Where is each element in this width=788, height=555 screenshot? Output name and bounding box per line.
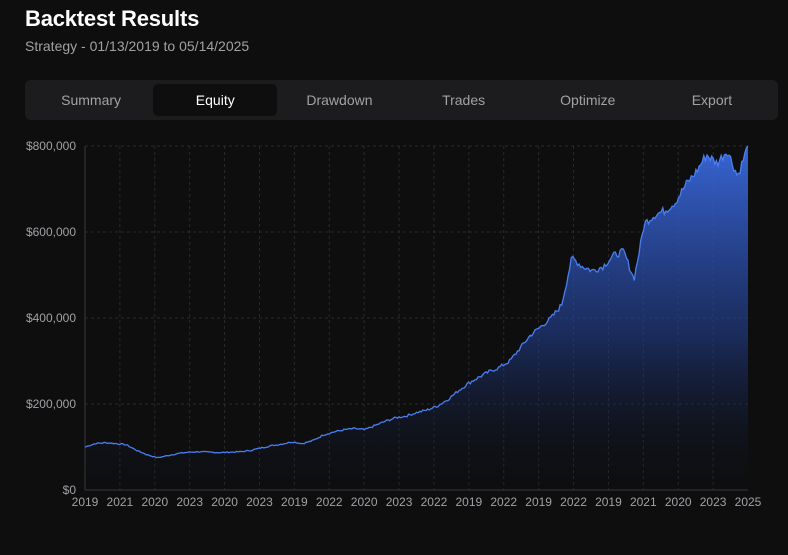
tab-trades[interactable]: Trades xyxy=(442,92,486,108)
x-tick-label: 2019 xyxy=(595,495,622,509)
equity-chart: 2019 2021 2020 2023 2020 2023 2019 2022 2020 2023… xyxy=(0,130,788,550)
x-tick-label: 2025 xyxy=(735,495,762,509)
equity-line xyxy=(84,145,749,459)
x-tick-label: 2023 xyxy=(176,495,203,509)
x-tick-label: 2023 xyxy=(246,495,273,509)
x-tick-label: 2022 xyxy=(560,495,587,509)
x-tick-label: 2022 xyxy=(490,495,517,509)
tab-summary[interactable]: Summary xyxy=(61,92,122,108)
tab-drawdown[interactable]: Drawdown xyxy=(306,92,373,108)
y-tick-label: $800,000 xyxy=(26,139,76,153)
equity-chart-svg: 2019 2021 2020 2023 2020 2023 2019 2022 2020 2023… xyxy=(26,139,762,509)
x-tick-label: 2019 xyxy=(455,495,482,509)
x-tick-label: 2020 xyxy=(141,495,168,509)
x-tick-label: 2022 xyxy=(316,495,343,509)
x-tick-label: 2020 xyxy=(211,495,238,509)
x-tick-label: 2019 xyxy=(525,495,552,509)
x-tick-label: 2021 xyxy=(107,495,134,509)
x-tick-label: 2020 xyxy=(351,495,378,509)
y-tick-label: $400,000 xyxy=(26,311,76,325)
y-tick-label: $200,000 xyxy=(26,397,76,411)
tab-optimize[interactable]: Optimize xyxy=(560,92,616,108)
y-tick-label: $600,000 xyxy=(26,225,76,239)
tab-equity[interactable]: Equity xyxy=(153,84,278,116)
x-tick-label: 2019 xyxy=(281,495,308,509)
x-tick-label: 2022 xyxy=(421,495,448,509)
x-tick-label: 2023 xyxy=(386,495,413,509)
header: Backtest Results Strategy - 01/13/2019 t… xyxy=(25,6,249,54)
tab-bar: Summary Equity Drawdown Trades Optimize … xyxy=(25,80,778,120)
x-tick-label: 2023 xyxy=(700,495,727,509)
page-title: Backtest Results xyxy=(25,6,200,31)
equity-area xyxy=(85,146,748,490)
x-tick-label: 2019 xyxy=(72,495,99,509)
x-tick-label: 2021 xyxy=(630,495,657,509)
page-subtitle: Strategy - 01/13/2019 to 05/14/2025 xyxy=(25,38,250,54)
x-tick-label: 2020 xyxy=(665,495,692,509)
tab-export[interactable]: Export xyxy=(691,92,733,108)
y-tick-label: $0 xyxy=(63,483,77,497)
